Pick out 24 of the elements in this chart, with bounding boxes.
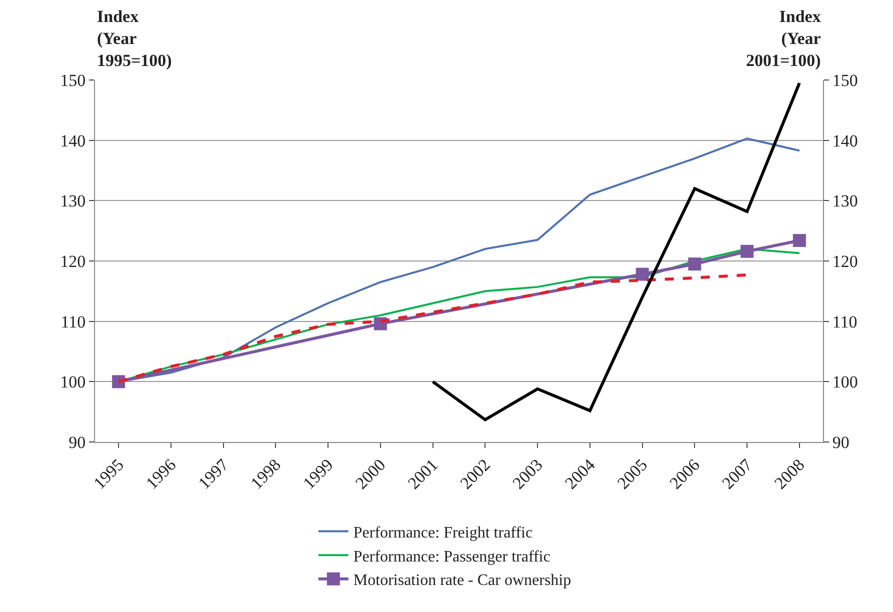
y-axis-title: Index (Year 1995=100) <box>97 7 172 70</box>
y-tick-label: 90 <box>68 432 86 452</box>
y2-tick-label: 120 <box>832 252 858 271</box>
y2-axis-title: Index (Year 2001=100) <box>746 7 822 70</box>
y2-tick-label: 90 <box>832 432 850 452</box>
y-tick-label: 120 <box>60 252 86 271</box>
y2-tick-label: 130 <box>832 192 858 211</box>
point <box>740 244 754 258</box>
y2-tick-label: 140 <box>832 131 858 150</box>
point <box>688 258 702 271</box>
legend-label: Performance: Freight traffic <box>353 524 533 542</box>
y-tick-label: 100 <box>60 372 86 392</box>
y-tick-label: 110 <box>60 312 86 332</box>
legend-label: Motorisation rate - Car ownership <box>353 572 572 590</box>
y2-tick-label: 100 <box>832 372 858 392</box>
y-tick-label: 150 <box>60 70 86 90</box>
y2-tick-label: 110 <box>832 312 858 332</box>
y-tick-label: 140 <box>60 131 86 150</box>
point <box>792 234 806 247</box>
point <box>636 268 649 281</box>
y-tick-label: 130 <box>60 192 86 211</box>
y2-tick-label: 150 <box>832 70 858 90</box>
line-series <box>431 82 801 422</box>
legend-label: Performance: Passenger traffic <box>353 548 550 566</box>
